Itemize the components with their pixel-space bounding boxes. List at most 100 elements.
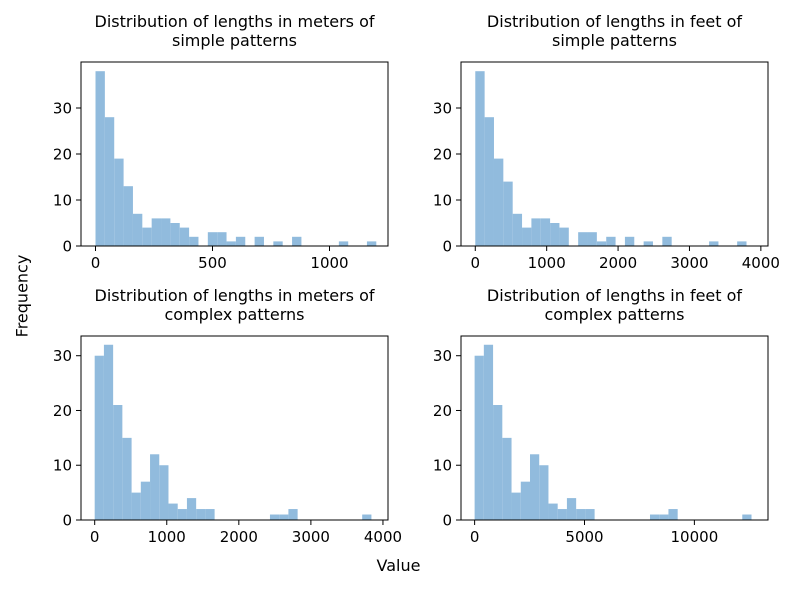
histogram-bar <box>103 344 114 520</box>
histogram-bar <box>643 241 653 246</box>
histogram-bar <box>662 236 672 246</box>
y-tick-label: 30 <box>53 100 72 118</box>
histogram-bar <box>161 218 171 246</box>
histogram-bar <box>493 405 503 520</box>
histogram-bar <box>269 514 280 520</box>
y-tick-label: 20 <box>433 146 452 164</box>
x-tick-label: 10000 <box>671 528 719 546</box>
histogram-bar <box>585 509 595 520</box>
histogram-bar <box>226 241 236 246</box>
histogram-bar <box>207 232 218 246</box>
y-tick-label: 30 <box>433 100 452 118</box>
histogram-bar <box>217 232 227 246</box>
histogram-bar <box>475 71 485 246</box>
plot-area-frame <box>460 335 769 521</box>
histogram-bar <box>179 227 190 246</box>
histogram-bar <box>709 241 719 246</box>
x-tick-label: 2000 <box>599 254 637 272</box>
histogram-bar <box>142 227 152 246</box>
histogram-bar <box>520 481 530 520</box>
histogram-bar <box>104 117 115 246</box>
histogram-bar <box>596 241 607 246</box>
chart-title-line: complex patterns <box>544 305 684 324</box>
histogram-bar <box>170 223 180 246</box>
histogram-bar <box>522 227 532 246</box>
y-tick-label: 20 <box>53 146 72 164</box>
histogram-bar <box>493 158 504 246</box>
histogram-bar <box>254 236 264 246</box>
chart-panel-3: 0 1000 2000 3000 4000 0 10 20 30 Distribution of … <box>53 286 402 546</box>
histogram-bar <box>113 405 123 520</box>
histogram-bar <box>273 241 283 246</box>
figure-x-axis-label: Value <box>376 556 421 575</box>
plot-area-frame <box>80 335 389 521</box>
x-tick-label: 5000 <box>565 528 603 546</box>
chart-title-line: Distribution of lengths in feet of <box>487 12 743 31</box>
histogram-bar <box>122 437 132 520</box>
y-tick-label: 0 <box>442 512 452 530</box>
x-tick-label: 2000 <box>220 528 258 546</box>
histogram-bar <box>189 236 199 246</box>
histogram-bar <box>151 218 162 246</box>
histogram-bar <box>177 509 187 520</box>
histogram-bar <box>123 186 133 246</box>
histogram-bar <box>131 492 141 520</box>
histogram-bar <box>512 213 523 246</box>
y-tick-label: 10 <box>53 192 72 210</box>
histogram-bar <box>557 509 567 520</box>
histogram-bar <box>132 213 143 246</box>
chart-panel-4: 0 5000 10000 0 10 20 30 Distribution of lengths… <box>433 286 769 546</box>
chart-title-line: complex patterns <box>164 305 304 324</box>
chart-panel-2: 0 1000 2000 3000 4000 0 10 20 30 Distribution of … <box>433 12 780 272</box>
histogram-bar <box>539 465 549 520</box>
histogram-bar <box>205 509 215 520</box>
y-tick-label: 30 <box>433 347 452 365</box>
y-tick-label: 0 <box>442 238 452 256</box>
x-tick-label: 1000 <box>528 254 566 272</box>
histogram-bar <box>559 227 569 246</box>
histogram-bar <box>168 503 178 520</box>
chart-title-line: simple patterns <box>552 31 677 50</box>
x-tick-label: 4000 <box>364 528 402 546</box>
histogram-bar <box>235 236 246 246</box>
y-tick-label: 0 <box>62 512 72 530</box>
x-tick-label: 0 <box>90 528 100 546</box>
histogram-bar <box>140 481 151 520</box>
chart-title-line: simple patterns <box>172 31 297 50</box>
histogram-bar <box>576 509 586 520</box>
y-tick-label: 0 <box>62 238 72 256</box>
histogram-bar <box>94 355 104 520</box>
histogram-bar <box>659 514 669 520</box>
y-tick-label: 20 <box>433 402 452 420</box>
histogram-bar <box>279 514 289 520</box>
histogram-bar <box>548 503 558 520</box>
histogram-bar <box>366 241 377 246</box>
histogram-bar <box>606 236 616 246</box>
histogram-bar <box>114 158 124 246</box>
x-tick-label: 0 <box>91 254 101 272</box>
x-tick-label: 0 <box>471 254 481 272</box>
histogram-bar <box>531 218 541 246</box>
y-tick-label: 30 <box>53 347 72 365</box>
histogram-bar <box>530 454 540 520</box>
x-tick-label: 4000 <box>742 254 780 272</box>
chart-title-line: Distribution of lengths in feet of <box>487 286 743 305</box>
histogram-bar <box>737 241 747 246</box>
histogram-bar <box>550 223 560 246</box>
y-tick-label: 10 <box>53 457 72 475</box>
histogram-bar <box>196 509 206 520</box>
histogram-bar <box>95 71 105 246</box>
x-tick-label: 3000 <box>670 254 708 272</box>
histogram-bar <box>578 232 588 246</box>
x-tick-label: 0 <box>470 528 480 546</box>
histogram-bar <box>338 241 349 246</box>
histogram-bar <box>159 465 169 520</box>
histogram-bar <box>484 117 494 246</box>
histogram-bar <box>649 514 660 520</box>
histogram-bar <box>474 355 484 520</box>
histogram-bar <box>186 498 197 520</box>
x-tick-label: 3000 <box>292 528 330 546</box>
x-tick-label: 1000 <box>310 254 348 272</box>
histogram-bar <box>540 218 551 246</box>
